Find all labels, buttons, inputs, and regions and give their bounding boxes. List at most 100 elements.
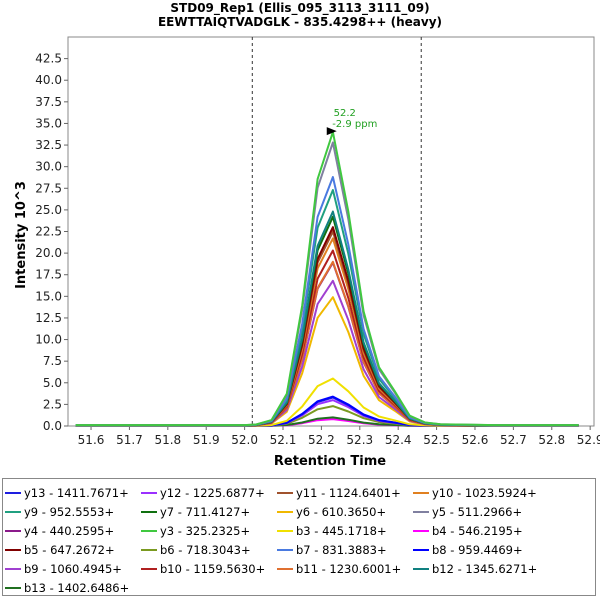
x-tick-label: 52.4 <box>385 433 412 447</box>
y-tick-label: 15.0 <box>35 289 62 303</box>
x-axis-label: Retention Time <box>274 454 386 469</box>
legend-label: b9 - 1060.4945+ <box>24 562 122 576</box>
legend-swatch <box>413 511 429 513</box>
legend-swatch <box>141 511 157 513</box>
chromatogram-chart: 0.0 2.5 5.0 7.5 10.0 12.5 15.0 17.5 20.0 22.5 25.0… <box>14 36 600 469</box>
legend-item: b12 - 1345.6271+ <box>413 559 537 579</box>
legend-swatch <box>5 530 21 532</box>
legend-swatch <box>5 587 21 589</box>
y-tick-label: 22.5 <box>35 225 62 239</box>
legend-swatch <box>5 568 21 570</box>
legend-item: b6 - 718.3043+ <box>141 540 251 560</box>
y-tick-label: 40.0 <box>35 73 62 87</box>
x-tick-label: 51.6 <box>78 433 105 447</box>
legend-swatch <box>141 549 157 551</box>
x-tick-label: 52.5 <box>423 433 450 447</box>
legend-label: y4 - 440.2595+ <box>24 524 115 538</box>
x-tick-label: 52.2 <box>308 433 335 447</box>
peak-rt-label: 52.2 <box>334 108 356 119</box>
legend-swatch <box>277 530 293 532</box>
legend-swatch <box>413 530 429 532</box>
legend-swatch <box>277 511 293 513</box>
legend-label: y11 - 1124.6401+ <box>296 486 401 500</box>
legend-item: y9 - 952.5553+ <box>5 502 114 522</box>
legend-swatch <box>141 492 157 494</box>
legend-label: b13 - 1402.6486+ <box>24 581 130 595</box>
legend-item: y10 - 1023.5924+ <box>413 483 537 503</box>
legend-swatch <box>5 511 21 513</box>
legend-label: b5 - 647.2672+ <box>24 543 115 557</box>
legend-swatch <box>277 492 293 494</box>
legend-item: b8 - 959.4469+ <box>413 540 523 560</box>
legend-item: y5 - 511.2966+ <box>413 502 522 522</box>
legend-item: b3 - 445.1718+ <box>277 521 387 541</box>
y-tick-label: 42.5 <box>35 52 62 66</box>
legend-label: y7 - 711.4127+ <box>160 505 251 519</box>
x-tick-label: 52.1 <box>270 433 297 447</box>
legend-label: y9 - 952.5553+ <box>24 505 115 519</box>
legend-item: b10 - 1159.5630+ <box>141 559 265 579</box>
y-tick-label: 20.0 <box>35 246 62 260</box>
y-tick-label: 27.5 <box>35 181 62 195</box>
y-tick-label: 10.0 <box>35 333 62 347</box>
legend-item: b9 - 1060.4945+ <box>5 559 122 579</box>
x-tick-label: 52.9 <box>577 433 600 447</box>
legend-item: b4 - 546.2195+ <box>413 521 523 541</box>
legend-swatch <box>141 530 157 532</box>
legend-label: y6 - 610.3650+ <box>296 505 387 519</box>
legend-swatch <box>5 549 21 551</box>
peak-marker-icon <box>326 127 337 136</box>
y-tick-label: 37.5 <box>35 95 62 109</box>
x-tick-label: 52.0 <box>231 433 258 447</box>
y-tick-label: 17.5 <box>35 268 62 282</box>
legend-swatch <box>413 568 429 570</box>
legend-swatch <box>413 549 429 551</box>
legend-label: b12 - 1345.6271+ <box>432 562 538 576</box>
legend-item: y7 - 711.4127+ <box>141 502 250 522</box>
y-tick-label: 0.0 <box>43 419 62 433</box>
chart-title-line2: EEWTTAIQTVADGLK - 835.4298++ (heavy) <box>157 15 443 29</box>
y-tick-label: 32.5 <box>35 138 62 152</box>
x-tick-label: 52.8 <box>538 433 565 447</box>
legend-swatch <box>277 568 293 570</box>
legend-swatch <box>5 492 21 494</box>
legend-item: y11 - 1124.6401+ <box>277 483 401 503</box>
legend-swatch <box>141 568 157 570</box>
y-tick-label: 30.0 <box>35 160 62 174</box>
y-axis-label: Intensity 10^3 <box>14 181 29 289</box>
x-tick-label: 52.3 <box>346 433 373 447</box>
y-tick-label: 25.0 <box>35 203 62 217</box>
legend-item: y4 - 440.2595+ <box>5 521 114 541</box>
legend-item: y13 - 1411.7671+ <box>5 483 129 503</box>
legend-label: b8 - 959.4469+ <box>432 543 523 557</box>
legend-label: y13 - 1411.7671+ <box>24 486 129 500</box>
legend-swatch <box>277 549 293 551</box>
legend-item: b11 - 1230.6001+ <box>277 559 401 579</box>
legend-label: b11 - 1230.6001+ <box>296 562 402 576</box>
y-tick-label: 7.5 <box>43 354 62 368</box>
legend-label: b6 - 718.3043+ <box>160 543 251 557</box>
legend-label: b3 - 445.1718+ <box>296 524 387 538</box>
legend-item: b13 - 1402.6486+ <box>5 578 129 598</box>
plot-area: 0.0 2.5 5.0 7.5 10.0 12.5 15.0 17.5 20.0 22.5 25.0… <box>35 36 600 447</box>
y-tick-label: 35.0 <box>35 116 62 130</box>
legend-label: y5 - 511.2966+ <box>432 505 523 519</box>
y-tick-label: 12.5 <box>35 311 62 325</box>
legend-item: b5 - 647.2672+ <box>5 540 115 560</box>
legend-label: b7 - 831.3883+ <box>296 543 387 557</box>
y-tick-label: 5.0 <box>43 376 62 390</box>
legend-label: y3 - 325.2325+ <box>160 524 251 538</box>
x-tick-label: 51.9 <box>193 433 220 447</box>
y-tick-label: 2.5 <box>43 397 62 411</box>
x-tick-label: 52.7 <box>500 433 527 447</box>
legend-item: y12 - 1225.6877+ <box>141 483 265 503</box>
legend-label: b10 - 1159.5630+ <box>160 562 266 576</box>
peak-ppm-label: -2.9 ppm <box>332 119 377 130</box>
chart-title-line1: STD09_Rep1 (Ellis_095_3113_3111_09) <box>170 1 430 15</box>
legend-label: y12 - 1225.6877+ <box>160 486 265 500</box>
legend: y13 - 1411.7671+ y12 - 1225.6877+ y11 - 11… <box>2 478 596 596</box>
x-tick-label: 51.8 <box>154 433 181 447</box>
x-tick-label: 51.7 <box>116 433 143 447</box>
x-tick-label: 52.6 <box>462 433 489 447</box>
legend-item: y3 - 325.2325+ <box>141 521 250 541</box>
